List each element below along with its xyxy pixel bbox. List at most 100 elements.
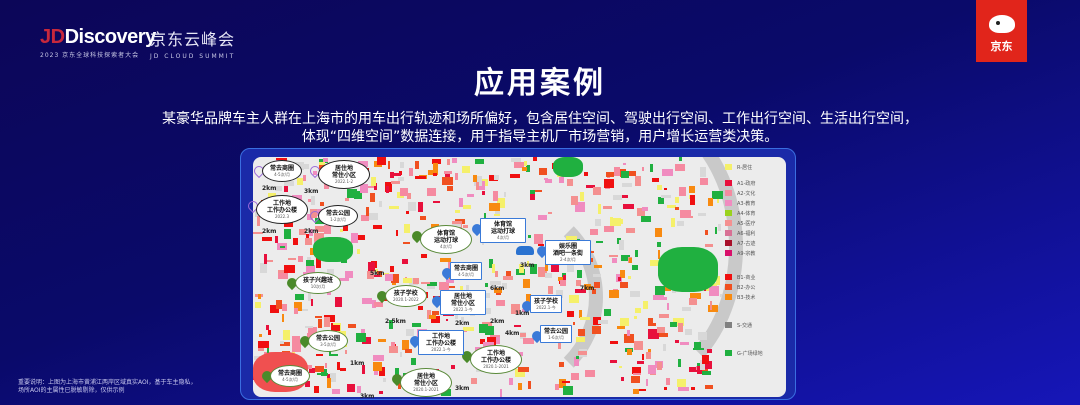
aoi-block	[576, 356, 579, 360]
aoi-block	[538, 214, 548, 220]
legend-swatch	[725, 164, 732, 170]
aoi-block	[640, 215, 652, 223]
aoi-block	[366, 213, 378, 220]
aoi-block	[674, 207, 679, 211]
legend-label: A9-宗教	[737, 250, 756, 257]
callout-title: 居住地 常住小区	[331, 165, 356, 179]
aoi-block	[506, 270, 511, 278]
aoi-block	[658, 197, 664, 204]
aoi-block	[291, 342, 301, 352]
aoi-block	[280, 341, 285, 344]
aoi-block	[385, 274, 393, 281]
aoi-block	[571, 373, 580, 381]
aoi-block	[666, 302, 669, 311]
logo-text: JDDiscovery	[40, 26, 156, 48]
map-callout: 娱乐圈 酒吧一条街 2-4次/月	[545, 240, 591, 265]
aoi-block	[566, 235, 577, 242]
aoi-block	[420, 254, 427, 258]
legend-swatch	[725, 350, 732, 356]
aoi-block	[628, 258, 632, 263]
aoi-block	[519, 333, 527, 337]
legend-item: A9-宗教	[725, 248, 783, 258]
aoi-block	[382, 273, 390, 276]
aoi-block	[634, 315, 638, 319]
aoi-block	[678, 386, 689, 391]
aoi-block	[307, 256, 311, 260]
aoi-block	[709, 301, 713, 311]
aoi-block	[330, 322, 333, 332]
aoi-block	[427, 170, 438, 176]
aoi-block	[616, 218, 623, 225]
aoi-block	[677, 358, 681, 367]
aoi-block	[624, 334, 635, 344]
aoi-block	[294, 293, 305, 301]
aoi-block	[661, 168, 673, 176]
page-title: 应用案例	[474, 66, 606, 101]
aoi-block	[693, 342, 701, 350]
aoi-block	[402, 259, 408, 265]
aoi-block	[497, 198, 505, 209]
aoi-block	[404, 223, 411, 233]
legend-label: A7-古迹	[737, 240, 756, 247]
map-callout: 常去商圈 4-5次/月	[262, 160, 303, 182]
aoi-block	[360, 329, 366, 335]
aoi-block	[258, 293, 262, 300]
aoi-block	[344, 198, 350, 201]
aoi-block	[700, 359, 706, 370]
map-callout: 常去公园 1-6次/月	[540, 325, 573, 343]
callout-sub: 4-5次/月	[282, 377, 298, 382]
aoi-block	[626, 349, 633, 355]
aoi-block	[593, 281, 601, 288]
aoi-block	[496, 336, 501, 344]
aoi-block	[622, 203, 634, 209]
aoi-block	[283, 330, 290, 340]
distance-label: 6km	[490, 285, 505, 292]
callout-title: 居住地 常住小区	[413, 373, 438, 387]
aoi-block	[622, 162, 626, 165]
aoi-block	[260, 262, 267, 273]
aoi-block	[495, 270, 498, 278]
aoi-block	[331, 389, 340, 394]
aoi-block	[514, 324, 521, 328]
legend-label: A2-文化	[737, 190, 756, 197]
legend-item: S-交通	[725, 320, 783, 330]
aoi-block	[310, 299, 313, 306]
aoi-block	[544, 178, 552, 184]
aoi-block	[658, 313, 670, 319]
aoi-block	[612, 258, 617, 263]
aoi-block	[691, 215, 694, 218]
aoi-block	[538, 167, 548, 176]
distance-label: 7km	[580, 285, 595, 292]
aoi-block	[603, 206, 612, 210]
legend-label: G-广场绿地	[737, 350, 763, 357]
aoi-block	[691, 387, 695, 390]
aoi-block	[503, 276, 513, 280]
aoi-block	[592, 325, 601, 334]
aoi-block	[305, 234, 309, 239]
aoi-block	[284, 220, 293, 228]
aoi-block	[417, 306, 423, 310]
aoi-block	[499, 389, 503, 397]
aoi-block	[361, 365, 366, 374]
aoi-block	[620, 377, 625, 381]
aoi-block	[277, 273, 288, 280]
aoi-block	[510, 304, 520, 314]
aoi-block	[610, 360, 617, 364]
aoi-block	[445, 318, 449, 322]
aoi-block	[589, 285, 593, 289]
aoi-block	[484, 308, 492, 314]
aoi-block	[660, 194, 671, 199]
aoi-block	[288, 258, 296, 261]
aoi-block	[426, 282, 437, 287]
aoi-block	[617, 194, 629, 199]
aoi-block	[555, 289, 564, 298]
aoi-block	[700, 177, 709, 186]
aoi-block	[440, 258, 451, 262]
aoi-block	[367, 270, 375, 280]
aoi-block	[299, 229, 307, 235]
aoi-block	[473, 176, 483, 186]
aoi-block	[680, 209, 692, 219]
aoi-block	[649, 373, 656, 376]
aoi-block	[712, 191, 723, 199]
callout-title: 常去公园	[544, 328, 569, 335]
